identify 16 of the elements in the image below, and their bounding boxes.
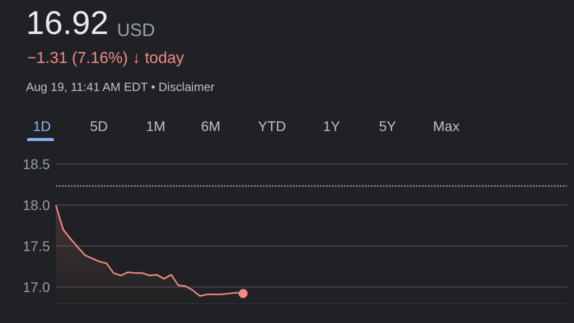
text: YTD: [258, 118, 286, 134]
text: 5Y: [379, 118, 396, 134]
y-tick-label: 17.5: [22, 238, 50, 254]
text: Max: [433, 118, 460, 134]
y-tick-label: 17.0: [22, 279, 50, 295]
text: 6M: [201, 118, 220, 134]
text: 1M: [146, 118, 166, 134]
y-tick-label: 18.5: [22, 156, 50, 172]
text: 1Y: [323, 118, 340, 134]
y-tick-label: 18.0: [22, 197, 50, 213]
text: 1D: [33, 118, 51, 134]
text: 5D: [90, 118, 108, 134]
chart-subtitle: USD: [117, 20, 156, 41]
text: −1.31 (7.16%) ↓ today: [27, 50, 184, 68]
text: Aug 19, 11:41 AM EDT • Disclaimer: [26, 80, 215, 94]
chart-title: 16.92: [26, 4, 109, 42]
